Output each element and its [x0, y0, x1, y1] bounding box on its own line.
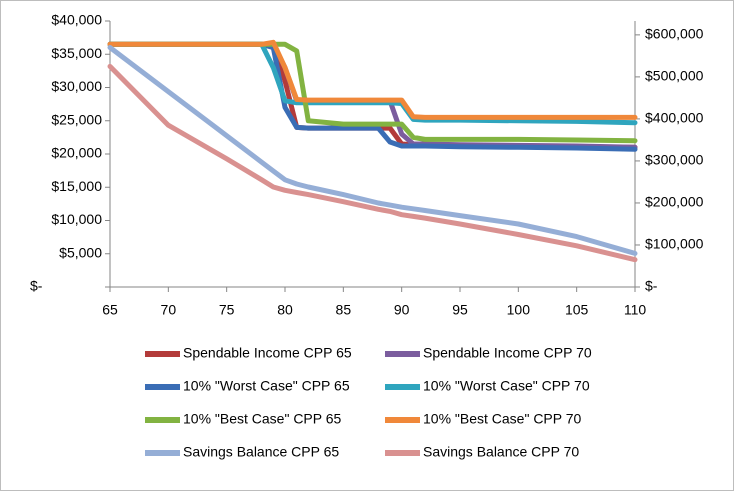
x-tick-label: 70: [161, 302, 177, 318]
x-tick-label: 105: [565, 302, 589, 318]
y2-tick-label: $600,000: [645, 26, 704, 42]
legend-label: Savings Balance CPP 65: [183, 444, 339, 460]
x-tick-label: 85: [336, 302, 352, 318]
x-tick-label: 100: [507, 302, 531, 318]
x-tick-label: 80: [277, 302, 293, 318]
y-tick-label: $10,000: [51, 211, 102, 227]
legend-label: 10% "Worst Case" CPP 70: [423, 378, 590, 394]
legend-swatch: [385, 417, 420, 423]
legend-label: Savings Balance CPP 70: [423, 444, 579, 460]
y2-tick-label: $200,000: [645, 194, 704, 210]
legend-swatch: [145, 351, 180, 357]
x-tick-label: 90: [394, 302, 410, 318]
series-line: [107, 63, 638, 263]
legend-label: 10% "Best Case" CPP 65: [183, 411, 342, 427]
legend-label: Spendable Income CPP 65: [183, 345, 352, 361]
y-tick-label: $30,000: [51, 78, 102, 94]
y2-tick-label: $-: [645, 278, 658, 294]
x-tick-label: 110: [624, 302, 647, 318]
legend-swatch: [145, 417, 180, 423]
y-tick-label: $35,000: [51, 45, 102, 61]
y-tick-label: $25,000: [51, 111, 102, 127]
legend-swatch: [145, 384, 180, 390]
legend-label: 10% "Worst Case" CPP 65: [183, 378, 350, 394]
legend-swatch: [145, 450, 180, 456]
x-tick-label: 65: [102, 302, 118, 318]
series-line: [107, 45, 638, 256]
legend-label: Spendable Income CPP 70: [423, 345, 592, 361]
y-tick-label: $15,000: [51, 178, 102, 194]
y2-tick-label: $300,000: [645, 152, 704, 168]
y2-tick-label: $500,000: [645, 68, 704, 84]
y2-tick-label: $100,000: [645, 236, 704, 252]
legend-swatch: [385, 384, 420, 390]
y-tick-label: $-: [30, 278, 43, 294]
y-tick-label: $5,000: [59, 244, 102, 260]
x-tick-label: 95: [452, 302, 468, 318]
legend-swatch: [385, 450, 420, 456]
y-tick-label: $20,000: [51, 145, 102, 161]
y-tick-label: $40,000: [51, 12, 102, 28]
x-tick-label: 75: [219, 302, 235, 318]
y2-tick-label: $400,000: [645, 110, 704, 126]
legend-label: 10% "Best Case" CPP 70: [423, 411, 582, 427]
legend-swatch: [385, 351, 420, 357]
series-line: [107, 39, 638, 120]
